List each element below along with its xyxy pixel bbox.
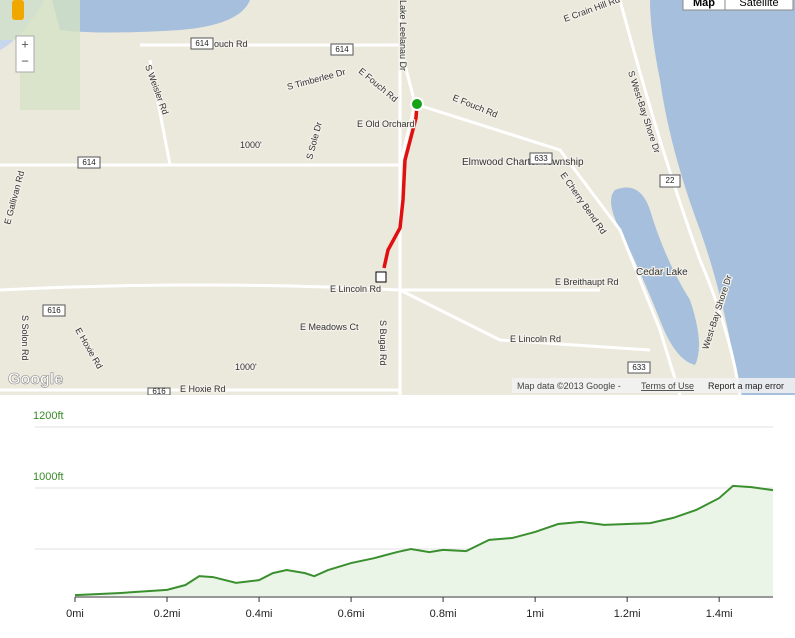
x-tick-label: 0.4mi	[246, 608, 273, 620]
y-tick-label: 1200ft	[33, 410, 64, 422]
report-link[interactable]: Report a map error	[708, 381, 784, 391]
place-label: Cedar Lake	[636, 267, 688, 278]
road-label: E Breithaupt Rd	[555, 277, 619, 287]
route-shield: 22	[666, 176, 675, 185]
road-label: E Lincoln Rd	[510, 334, 561, 344]
attribution-bar	[512, 378, 795, 393]
zoom-control	[15, 35, 35, 73]
zoom-out[interactable]: −	[21, 53, 29, 68]
route-shield: 614	[195, 39, 209, 48]
terms-link[interactable]: Terms of Use	[641, 381, 694, 391]
road-label: E Meadows Ct	[300, 322, 359, 332]
route	[382, 103, 419, 269]
satellite-button[interactable]	[724, 0, 794, 11]
lake	[52, 0, 250, 33]
route-shield: 616	[47, 306, 61, 315]
x-tick-label: 0.6mi	[338, 608, 365, 620]
google-logo[interactable]: Google	[8, 371, 64, 389]
x-tick-label: 1.2mi	[614, 608, 641, 620]
route-shield: 614	[335, 45, 349, 54]
finish-marker	[375, 271, 387, 283]
road-label: E Old Orchard	[357, 119, 415, 129]
shields: 614 614 614 633 22 616 633 616	[42, 37, 681, 395]
x-tick-label: 0mi	[66, 608, 84, 620]
x-tick-label: 0.2mi	[154, 608, 181, 620]
start-marker	[410, 97, 424, 111]
elevation-chart: 1200ft 1000ft 0mi 0.2mi 0.4mi 0.6mi 0.8mi 1mi 1.…	[33, 410, 774, 620]
x-tick-label: 1mi	[526, 608, 544, 620]
pegman[interactable]	[12, 0, 24, 20]
road-label: S Bugai Rd	[378, 320, 388, 366]
road-label: E Hoxie Rd	[180, 384, 226, 394]
route-shield: 616	[152, 387, 166, 395]
contour-label: 1000'	[240, 140, 262, 150]
contour-label: 1000'	[235, 362, 257, 372]
zoom-in[interactable]: +	[21, 36, 29, 51]
attribution: Map data ©2013 Google -	[517, 381, 621, 391]
route-shield: 614	[82, 158, 96, 167]
road-label: Lake Leelanau Dr	[398, 0, 408, 71]
route-shield: 633	[534, 154, 548, 163]
park	[0, 0, 80, 110]
map: E Fouch Rd E Fouch Rd E Fouch Rd S Weisl…	[0, 0, 795, 395]
cedar-lake	[611, 187, 699, 365]
route-shield: 633	[632, 363, 646, 372]
place-label: Elmwood Charter Township	[462, 157, 584, 168]
bay	[650, 0, 795, 395]
map-button-label[interactable]: Map	[693, 0, 715, 9]
x-tick-label: 0.8mi	[430, 608, 457, 620]
satellite-button-label[interactable]: Satellite	[739, 0, 778, 9]
y-tick-label: 1000ft	[33, 471, 64, 483]
x-tick-label: 1.4mi	[706, 608, 733, 620]
elevation-line	[74, 484, 774, 597]
area-fill	[75, 485, 773, 596]
road-label: S Solon Rd	[20, 315, 30, 361]
road-label: E Lincoln Rd	[330, 284, 381, 294]
roads	[0, 0, 742, 395]
